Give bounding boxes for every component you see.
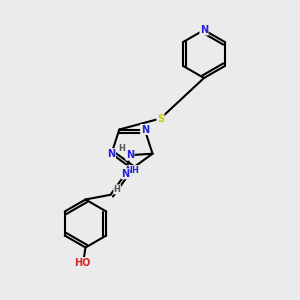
Text: HO: HO (74, 257, 91, 268)
Text: N: N (141, 124, 149, 134)
Text: N: N (200, 25, 208, 35)
Text: NH: NH (125, 166, 139, 175)
Text: N: N (122, 169, 130, 179)
Text: H: H (114, 185, 121, 194)
Text: N: N (107, 149, 116, 159)
Text: S: S (157, 113, 164, 124)
Text: H: H (118, 144, 125, 153)
Text: N: N (126, 150, 134, 160)
